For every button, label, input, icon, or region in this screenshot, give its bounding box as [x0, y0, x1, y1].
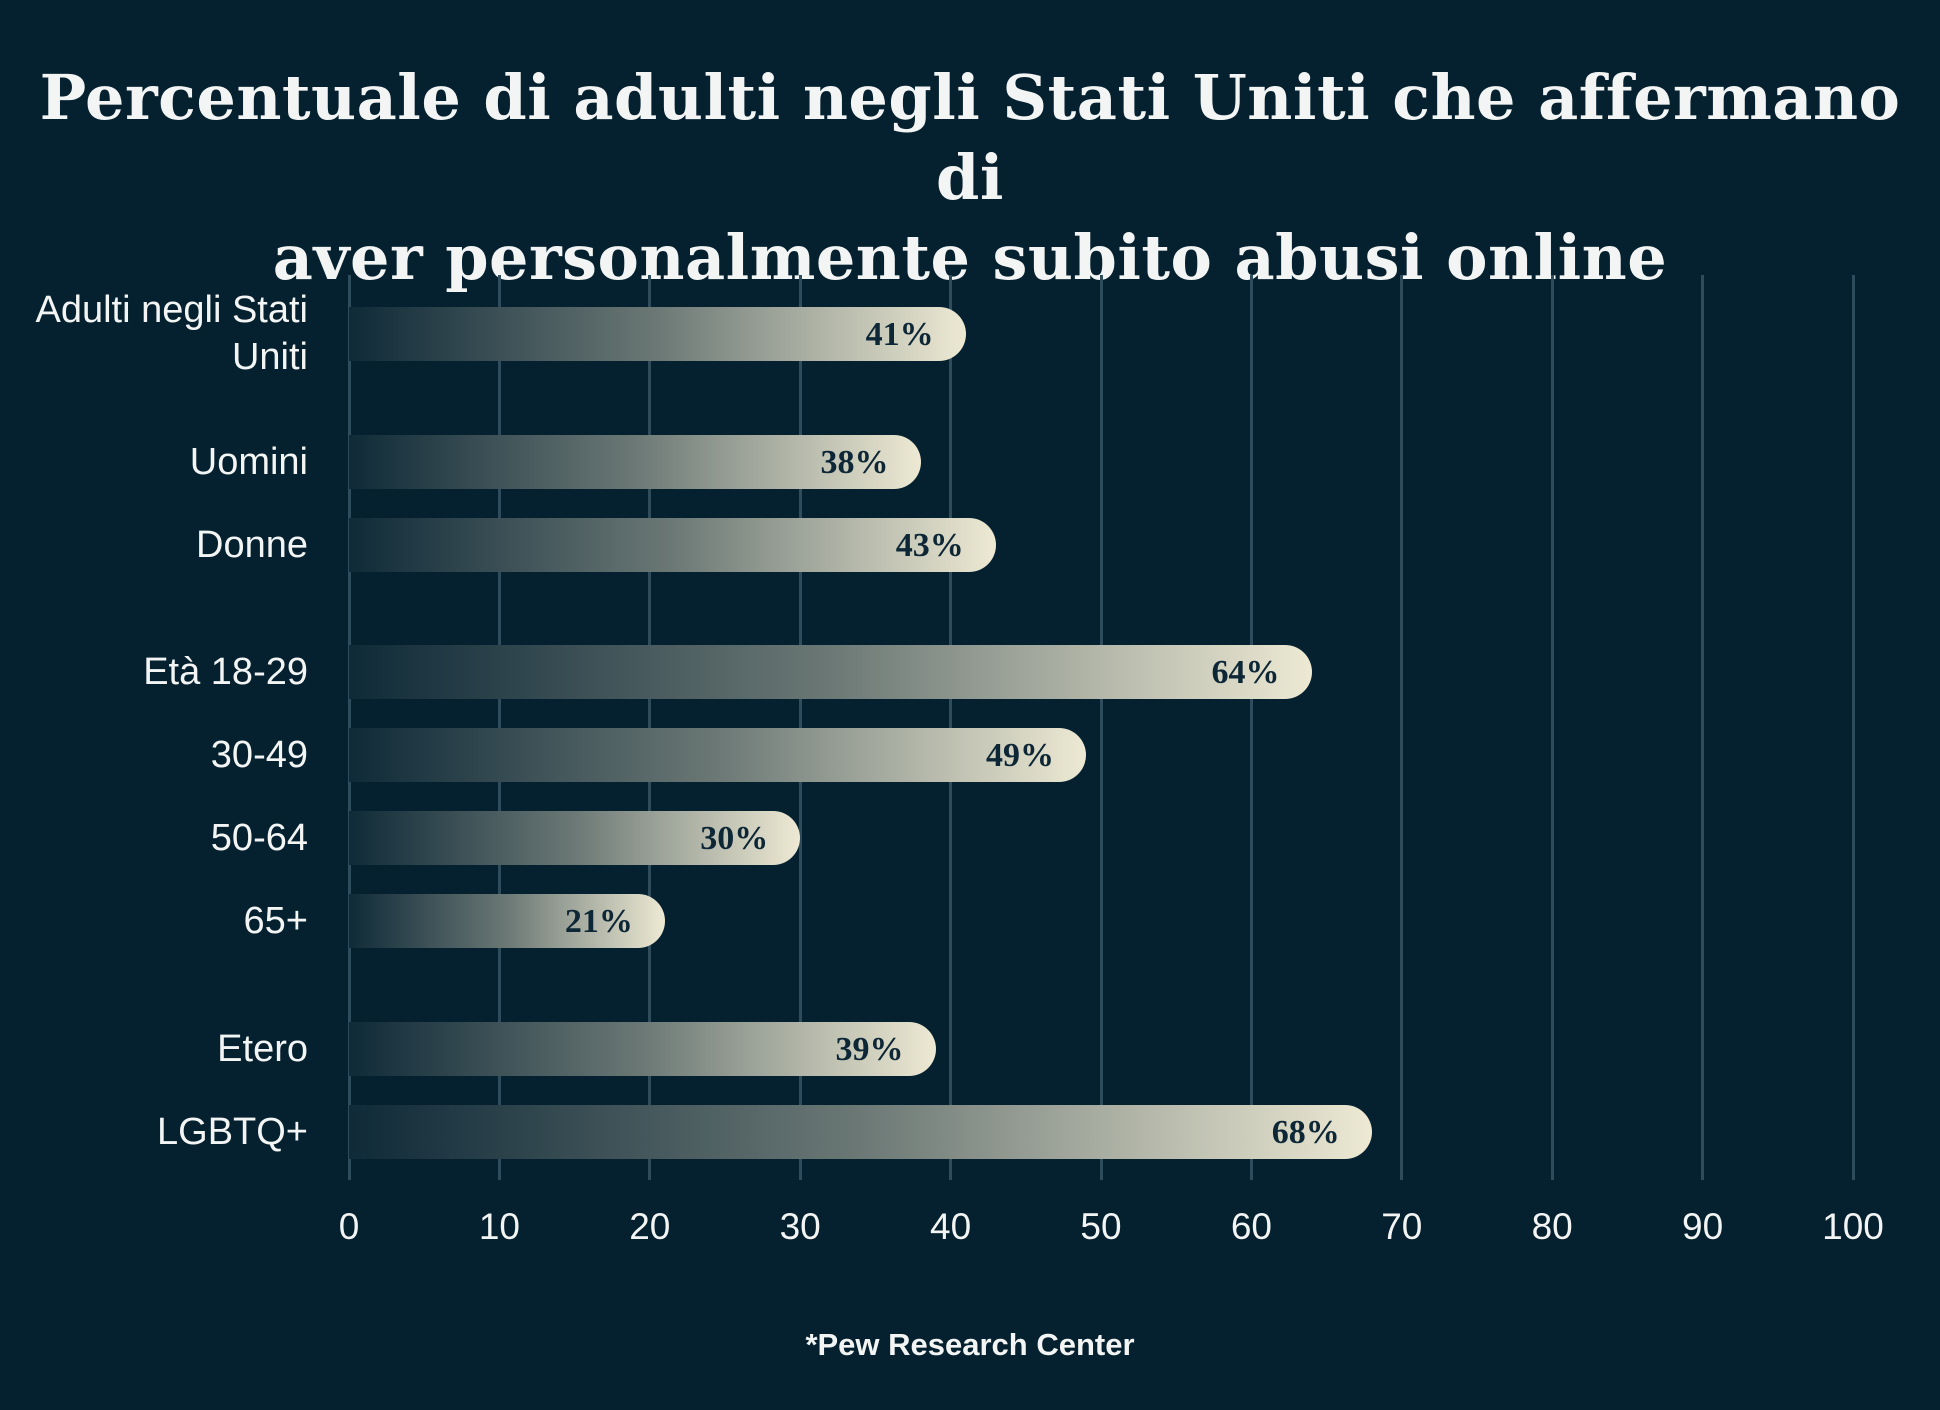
x-tick-label: 50: [1080, 1206, 1122, 1247]
x-tick-label: 80: [1531, 1206, 1573, 1247]
chart-title-line2: aver personalmente subito abusi online: [272, 221, 1668, 294]
gridline-100: [1851, 275, 1855, 1180]
gridline-0: [347, 275, 351, 1180]
value-label: 49%: [985, 737, 1054, 774]
bar: 43%: [349, 518, 996, 572]
value-label: 64%: [1211, 654, 1280, 691]
gridline-30: [798, 275, 802, 1180]
value-label: 38%: [820, 444, 889, 481]
gridline-70: [1400, 275, 1404, 1180]
chart-title: Percentuale di adulti negli Stati Uniti …: [0, 58, 1940, 298]
bar: 49%: [349, 728, 1086, 782]
value-label: 39%: [835, 1031, 904, 1068]
gridline-20: [648, 275, 652, 1180]
category-label: Età 18-29: [143, 650, 308, 693]
category-label: Adulti negli Stati Uniti: [35, 289, 309, 378]
gridline-50: [1099, 275, 1103, 1180]
category-label: Donne: [196, 523, 308, 566]
bar: 64%: [349, 645, 1312, 699]
value-label: 43%: [895, 527, 964, 564]
x-tick-label: 70: [1381, 1206, 1423, 1247]
bar: 39%: [349, 1022, 936, 1076]
bar: 30%: [349, 811, 801, 865]
x-tick-label: 20: [629, 1206, 671, 1247]
value-label: 41%: [865, 316, 934, 353]
x-tick-label: 30: [779, 1206, 821, 1247]
gridline-60: [1249, 275, 1253, 1180]
x-tick-label: 90: [1682, 1206, 1724, 1247]
gridline-90: [1701, 275, 1705, 1180]
x-tick-label: 60: [1230, 1206, 1272, 1247]
source-note: *Pew Research Center: [805, 1327, 1135, 1362]
category-label: 65+: [243, 899, 308, 942]
x-tick-label: 10: [478, 1206, 520, 1247]
bar: 21%: [349, 894, 665, 948]
category-label: 30-49: [210, 733, 308, 776]
gridline-80: [1550, 275, 1554, 1180]
bar: 68%: [349, 1105, 1372, 1159]
category-label: 50-64: [210, 816, 308, 859]
chart-title-line1: Percentuale di adulti negli Stati Uniti …: [39, 61, 1901, 214]
x-tick-label: 40: [930, 1206, 972, 1247]
category-label: LGBTQ+: [157, 1110, 308, 1153]
x-tick-label: 0: [338, 1206, 360, 1247]
gridline-40: [949, 275, 953, 1180]
x-tick-label: 100: [1822, 1206, 1884, 1247]
bar: 41%: [349, 307, 966, 361]
value-label: 30%: [700, 820, 769, 857]
value-label: 68%: [1271, 1114, 1340, 1151]
gridline-10: [497, 275, 501, 1180]
bar: 38%: [349, 435, 921, 489]
value-label: 21%: [564, 903, 633, 940]
category-label: Uomini: [189, 440, 308, 483]
category-label: Etero: [217, 1027, 308, 1070]
